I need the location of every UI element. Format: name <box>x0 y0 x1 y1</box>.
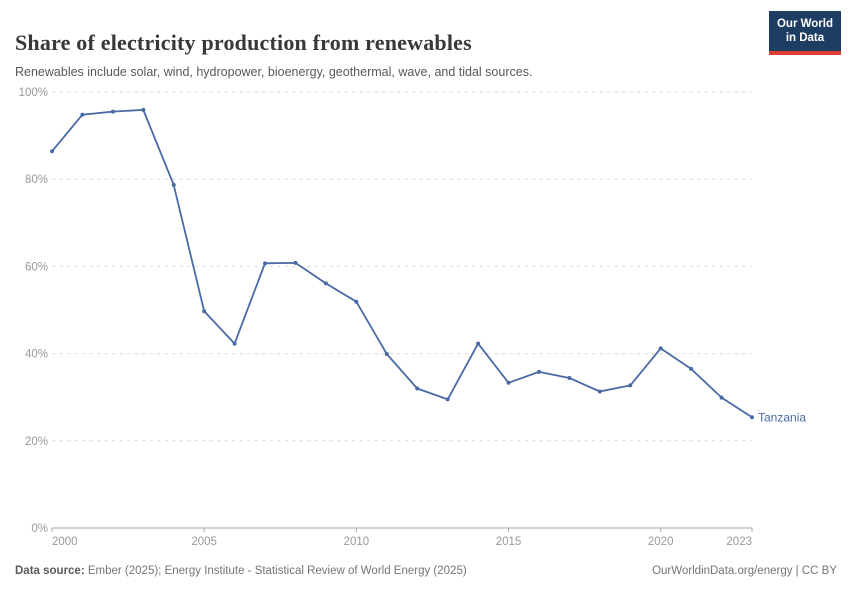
y-axis-tick-label: 40% <box>25 349 48 361</box>
data-point <box>506 380 511 385</box>
data-point <box>476 341 481 346</box>
data-point <box>536 369 541 374</box>
x-axis-tick-label: 2023 <box>726 536 752 548</box>
data-point <box>293 260 298 265</box>
x-axis-tick-label: 2005 <box>191 536 217 548</box>
x-axis-tick-label: 2010 <box>344 536 370 548</box>
data-point <box>597 389 602 394</box>
tanzania-line <box>51 109 753 419</box>
data-point <box>141 107 146 112</box>
line-chart: 0% 20% 40% 60% 80% 100% 2000 2005 2010 2015 2020 20… <box>19 87 807 548</box>
data-point <box>323 281 328 286</box>
data-point <box>354 299 359 304</box>
data-source-note: Data source: Ember (2025); Energy Instit… <box>15 565 467 577</box>
chart-footer: Data source: Ember (2025); Energy Instit… <box>15 565 837 577</box>
data-point <box>232 341 237 346</box>
y-axis-tick-label: 20% <box>25 436 48 448</box>
y-axis-tick-label: 0% <box>31 523 48 535</box>
x-axis-tick-label: 2020 <box>648 536 674 548</box>
data-point <box>689 366 694 371</box>
page-subtitle: Renewables include solar, wind, hydropow… <box>15 64 533 79</box>
data-point <box>658 346 663 351</box>
owid-logo-line2: in Data <box>785 31 825 44</box>
data-point <box>719 395 724 400</box>
data-point <box>263 261 268 266</box>
data-point <box>110 109 115 114</box>
y-axis-tick-label: 80% <box>25 174 48 186</box>
series-end-label: Tanzania <box>758 410 806 424</box>
data-source-label: Data source: <box>15 565 85 577</box>
data-point <box>202 309 207 314</box>
x-axis-tick-label: 2000 <box>52 536 78 548</box>
data-point <box>50 149 54 154</box>
y-axis-tick-label: 60% <box>25 261 48 273</box>
data-point <box>171 182 176 187</box>
data-point <box>750 415 754 420</box>
data-source-text: Ember (2025); Energy Institute - Statist… <box>84 565 467 577</box>
owid-logo[interactable]: Our World in Data <box>768 11 841 55</box>
page-title: Share of electricity production from ren… <box>15 29 472 55</box>
data-point <box>567 376 572 381</box>
x-axis-tick-label: 2015 <box>496 536 522 548</box>
owid-logo-line1: Our World <box>776 18 833 30</box>
data-point <box>415 386 420 391</box>
data-point <box>628 383 633 388</box>
credit-link[interactable]: OurWorldinData.org/energy | CC BY <box>652 565 837 577</box>
data-point <box>80 112 85 117</box>
y-axis-tick-label: 100% <box>19 87 48 99</box>
data-point <box>384 352 389 357</box>
data-point <box>445 397 450 402</box>
